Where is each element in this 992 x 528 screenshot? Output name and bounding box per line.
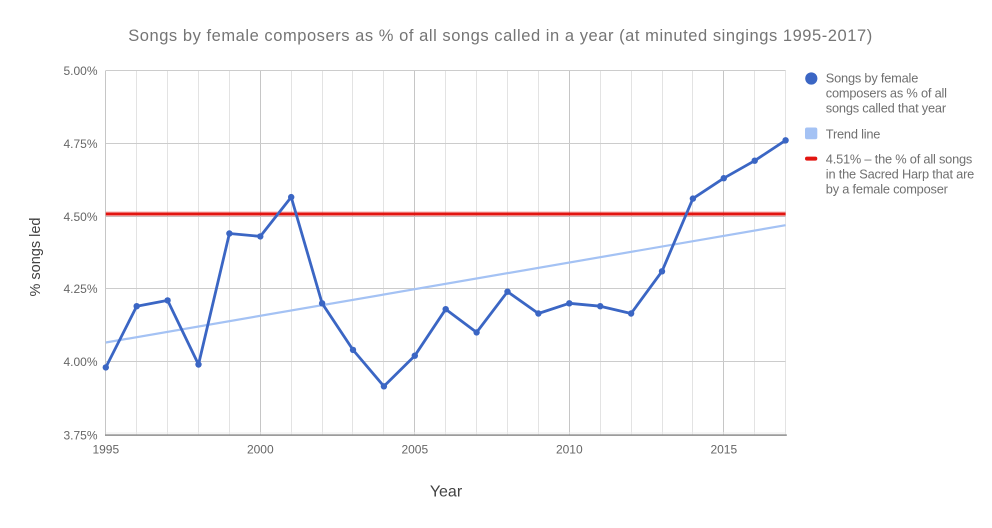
svg-text:4.00%: 4.00% bbox=[63, 355, 97, 369]
svg-text:4.25%: 4.25% bbox=[63, 282, 97, 296]
svg-text:3.75%: 3.75% bbox=[63, 429, 97, 443]
svg-text:1995: 1995 bbox=[92, 443, 119, 457]
svg-text:2015: 2015 bbox=[710, 443, 737, 457]
svg-text:composers as % of all: composers as % of all bbox=[826, 86, 947, 101]
svg-text:Trend line: Trend line bbox=[826, 126, 881, 141]
svg-text:4.75%: 4.75% bbox=[63, 137, 97, 151]
svg-text:songs called that year: songs called that year bbox=[826, 101, 947, 116]
svg-text:2010: 2010 bbox=[556, 443, 583, 457]
svg-text:2000: 2000 bbox=[247, 443, 274, 457]
svg-text:Year: Year bbox=[430, 483, 463, 500]
svg-text:Songs by female composers as %: Songs by female composers as % of all so… bbox=[128, 27, 872, 45]
svg-text:% songs led: % songs led bbox=[28, 218, 44, 297]
svg-text:Songs by female: Songs by female bbox=[826, 71, 918, 86]
svg-text:2005: 2005 bbox=[401, 443, 428, 457]
svg-text:4.51% – the % of all songs: 4.51% – the % of all songs bbox=[826, 151, 972, 166]
svg-text:5.00%: 5.00% bbox=[63, 64, 97, 78]
svg-text:in the Sacred Harp that are: in the Sacred Harp that are bbox=[826, 167, 974, 182]
svg-text:by a female composer: by a female composer bbox=[826, 182, 949, 197]
svg-text:4.50%: 4.50% bbox=[63, 210, 97, 224]
